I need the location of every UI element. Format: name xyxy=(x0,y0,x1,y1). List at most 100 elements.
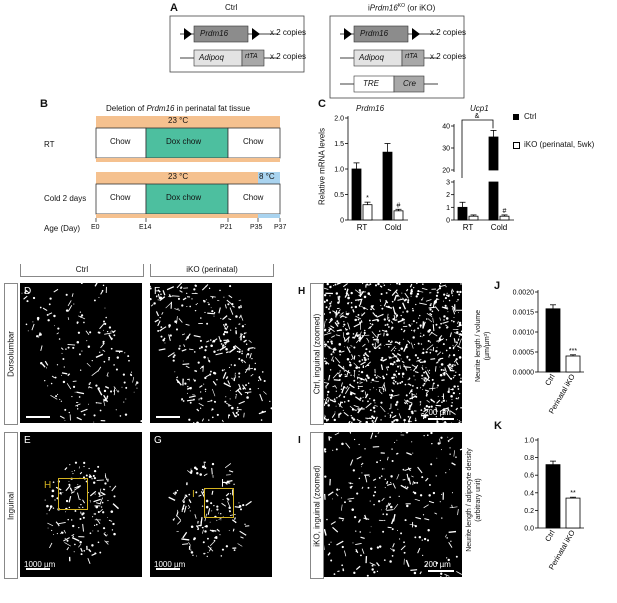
rt-chow-2: Chow xyxy=(243,137,264,146)
neurite-fiber xyxy=(336,540,344,546)
neurite-fiber xyxy=(67,317,70,321)
neurite-speck xyxy=(159,316,161,319)
neurite-speck xyxy=(436,384,439,387)
neurite-fiber xyxy=(349,459,354,466)
neurite-fiber xyxy=(421,366,424,371)
neurite-speck xyxy=(407,299,410,302)
neurite-speck xyxy=(157,329,160,332)
neurite-speck xyxy=(418,342,420,345)
neurite-speck xyxy=(85,480,88,483)
neurite-fiber xyxy=(364,391,367,396)
neurite-speck xyxy=(359,380,361,382)
neurite-speck xyxy=(181,398,184,401)
neurite-speck xyxy=(436,291,439,294)
neurite-speck xyxy=(381,307,384,310)
neurite-speck xyxy=(383,284,386,287)
ucp1-tick-label: 30 xyxy=(442,146,450,153)
neurite-speck xyxy=(21,292,23,294)
neurite-speck xyxy=(360,377,363,381)
neurite-fiber xyxy=(393,418,398,421)
neurite-speck xyxy=(195,303,197,306)
neurite-speck xyxy=(336,320,339,323)
neurite-speck xyxy=(397,365,400,368)
neurite-speck xyxy=(376,389,377,391)
neurite-speck xyxy=(352,336,355,339)
neurite-fiber xyxy=(250,373,254,377)
neurite-fiber xyxy=(345,442,351,449)
neurite-speck xyxy=(383,559,386,561)
neurite-speck xyxy=(159,296,163,300)
neurite-speck xyxy=(380,304,382,307)
neurite-speck xyxy=(458,311,460,313)
neurite-speck xyxy=(204,466,207,470)
neurite-speck xyxy=(340,373,343,376)
neurite-speck xyxy=(182,501,185,504)
neurite-fiber xyxy=(53,288,59,293)
neurite-fiber xyxy=(231,519,237,524)
neurite-fiber xyxy=(88,548,92,553)
neurite-fiber xyxy=(359,334,362,339)
neurite-fiber xyxy=(182,363,190,365)
neurite-speck xyxy=(411,323,413,325)
neurite-speck xyxy=(449,453,451,455)
neurite-speck xyxy=(211,510,213,512)
neurite-speck xyxy=(427,339,430,343)
neurite-speck xyxy=(177,376,179,378)
neurite-fiber xyxy=(80,408,88,413)
neurite-fiber xyxy=(388,356,391,360)
neurite-speck xyxy=(430,432,433,435)
neurite-fiber xyxy=(395,291,398,295)
legend-iko-label: iKO (perinatal, 5wk) xyxy=(524,140,595,149)
neurite-speck xyxy=(174,371,176,373)
neurite-fiber xyxy=(176,515,182,521)
neurite-speck xyxy=(72,473,74,475)
neurite-speck xyxy=(435,294,439,297)
neurite-speck xyxy=(155,295,158,298)
neurite-speck xyxy=(361,472,363,474)
neurite-speck xyxy=(106,534,108,536)
neurite-speck xyxy=(429,304,432,307)
neurite-fiber xyxy=(328,327,335,332)
neurite-fiber xyxy=(368,325,373,330)
neurite-fiber xyxy=(386,509,393,511)
k-tick-label: 0.4 xyxy=(524,490,534,497)
neurite-speck xyxy=(410,295,412,297)
neurite-fiber xyxy=(381,497,385,502)
neurite-fiber xyxy=(221,502,226,507)
neurite-speck xyxy=(400,314,402,317)
j-tick-label: 0.0010 xyxy=(513,330,535,337)
neurite-speck xyxy=(353,515,357,519)
neurite-fiber xyxy=(455,407,459,411)
neurite-speck xyxy=(106,541,108,543)
neurite-speck xyxy=(62,492,64,494)
neurite-speck xyxy=(423,379,426,382)
k-tick-label: 0.0 xyxy=(524,526,534,533)
neurite-speck xyxy=(361,466,362,468)
neurite-fiber xyxy=(232,305,235,308)
neurite-speck xyxy=(330,342,333,345)
neurite-fiber xyxy=(331,335,336,338)
neurite-fiber xyxy=(93,498,101,503)
neurite-fiber xyxy=(94,283,98,287)
neurite-fiber xyxy=(91,370,99,377)
neurite-speck xyxy=(92,481,96,484)
neurite-fiber xyxy=(442,321,449,324)
neurite-fiber xyxy=(449,332,452,338)
neurite-speck xyxy=(46,313,49,316)
neurite-fiber xyxy=(359,298,363,305)
neurite-speck xyxy=(423,371,425,374)
neurite-fiber xyxy=(356,418,362,423)
neurite-speck xyxy=(407,415,410,418)
neurite-speck xyxy=(403,418,406,422)
neurite-speck xyxy=(219,289,221,292)
neurite-speck xyxy=(160,335,163,338)
neurite-fiber xyxy=(82,499,86,504)
neurite-fiber xyxy=(392,381,395,385)
neurite-speck xyxy=(168,324,171,327)
neurite-fiber xyxy=(381,329,388,333)
neurite-speck xyxy=(455,359,457,362)
neurite-speck xyxy=(204,552,206,554)
neurite-speck xyxy=(390,475,393,478)
neurite-speck xyxy=(222,499,224,501)
neurite-speck xyxy=(196,421,199,423)
